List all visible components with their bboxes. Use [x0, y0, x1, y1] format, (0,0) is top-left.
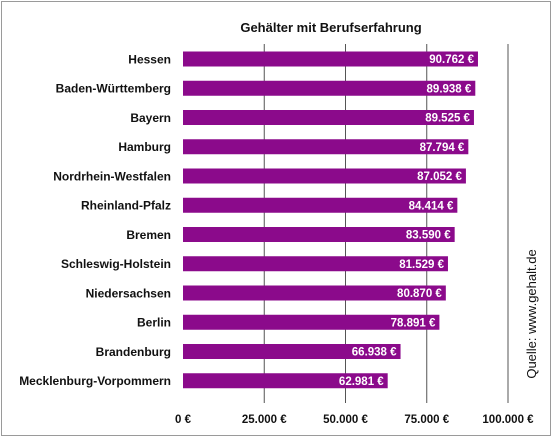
- bar: [183, 139, 469, 155]
- x-tick-label: 25.000 €: [242, 414, 287, 426]
- bar-value-label: 80.870 €: [397, 288, 442, 300]
- bar: [183, 168, 466, 184]
- bar: [183, 285, 446, 301]
- bar-value-label: 81.529 €: [399, 259, 444, 271]
- bar-value-label: 87.794 €: [420, 142, 465, 154]
- category-label: Rheinland-Pfalz: [81, 199, 171, 213]
- category-label: Nordrhein-Westfalen: [53, 169, 171, 183]
- bars: 90.762 € 89.938 € 89.525 € 87.794 € 87.052 €…: [183, 51, 478, 389]
- bar: [183, 110, 474, 125]
- bar-value-label: 83.590 €: [406, 230, 451, 242]
- bar-value-label: 89.525 €: [425, 113, 470, 125]
- bar: [183, 373, 388, 389]
- bar-value-label: 78.891 €: [391, 317, 436, 329]
- category-label: Brandenburg: [96, 345, 171, 359]
- bar-value-label: 62.981 €: [339, 376, 384, 388]
- x-tick-label: 100.000 €: [482, 414, 534, 426]
- x-axis-tick-labels: 0 € 25.000 € 50.000 € 75.000 € 100.000 €: [175, 414, 534, 426]
- category-label: Schleswig-Holstein: [61, 257, 171, 271]
- category-label: Hessen: [128, 52, 171, 66]
- gridlines: [263, 44, 509, 403]
- category-label: Bayern: [130, 111, 171, 125]
- bar-value-label: 90.762 €: [429, 54, 474, 66]
- bar-value-label: 66.938 €: [352, 347, 397, 359]
- category-label: Niedersachsen: [86, 286, 171, 300]
- bar: [183, 256, 448, 272]
- x-tick-label: 0 €: [175, 414, 192, 426]
- x-tick-label: 50.000 €: [323, 414, 368, 426]
- x-tick-label: 75.000 €: [404, 414, 449, 426]
- chart-title: Gehälter mit Berufserfahrung: [240, 20, 421, 35]
- category-labels: Hessen Baden-Württemberg Bayern Hamburg Nord…: [19, 52, 171, 388]
- category-label: Berlin: [137, 316, 171, 330]
- bar: [183, 197, 458, 213]
- bar: [183, 314, 440, 330]
- bar-value-label: 87.052 €: [417, 171, 462, 183]
- bar-value-label: 84.414 €: [409, 200, 454, 212]
- category-label: Mecklenburg-Vorpommern: [19, 374, 171, 388]
- bar: [183, 51, 478, 67]
- category-label: Baden-Württemberg: [56, 82, 171, 96]
- bar: [183, 344, 401, 359]
- category-label: Bremen: [126, 228, 171, 242]
- category-label: Hamburg: [118, 140, 171, 154]
- bar: [183, 80, 476, 96]
- bar: [183, 227, 455, 242]
- bar-value-label: 89.938 €: [427, 83, 472, 95]
- source-label: Quelle: www.gehalt.de: [524, 249, 539, 378]
